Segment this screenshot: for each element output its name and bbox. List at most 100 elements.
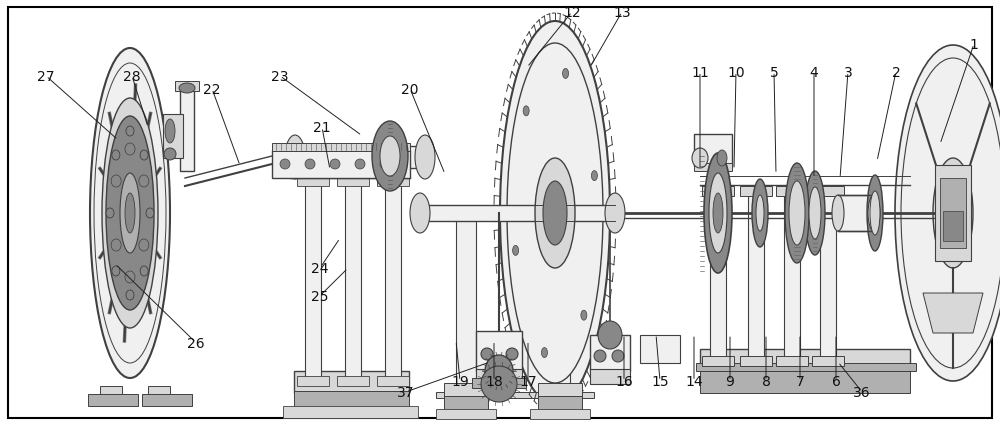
Ellipse shape (563, 69, 569, 79)
Ellipse shape (612, 350, 624, 362)
Text: 28: 28 (123, 70, 141, 83)
Ellipse shape (481, 348, 493, 360)
Ellipse shape (415, 136, 435, 180)
Ellipse shape (895, 46, 1000, 381)
Text: 24: 24 (311, 262, 329, 275)
Ellipse shape (285, 136, 305, 180)
Ellipse shape (179, 84, 195, 94)
Bar (943, 211, 963, 242)
Ellipse shape (139, 239, 149, 251)
Text: 22: 22 (203, 83, 221, 96)
Bar (935, 166, 971, 262)
Bar (694, 164, 732, 172)
Bar (297, 376, 329, 386)
Ellipse shape (709, 173, 727, 253)
Ellipse shape (112, 151, 120, 161)
Bar (385, 184, 401, 383)
Bar (776, 187, 808, 196)
Ellipse shape (933, 158, 973, 268)
Ellipse shape (605, 193, 625, 233)
Ellipse shape (541, 348, 547, 358)
Bar (337, 376, 369, 386)
Bar (272, 144, 410, 152)
Ellipse shape (594, 350, 606, 362)
Bar (295, 147, 425, 169)
Text: 17: 17 (519, 374, 537, 388)
Bar (420, 205, 615, 222)
Bar (694, 135, 732, 167)
Text: 4: 4 (810, 66, 818, 79)
Bar (436, 409, 496, 419)
Ellipse shape (140, 151, 148, 161)
Bar (283, 406, 418, 418)
Ellipse shape (125, 144, 135, 155)
Ellipse shape (713, 193, 723, 233)
Bar (456, 213, 476, 393)
Ellipse shape (140, 266, 148, 276)
Ellipse shape (410, 193, 430, 233)
Bar (294, 371, 409, 393)
Text: 36: 36 (853, 385, 871, 399)
Ellipse shape (111, 176, 121, 187)
Ellipse shape (789, 181, 805, 245)
Text: 6: 6 (832, 374, 840, 388)
Ellipse shape (106, 117, 154, 310)
Bar (272, 151, 410, 178)
Ellipse shape (102, 99, 158, 328)
Bar (436, 392, 594, 398)
Ellipse shape (506, 348, 518, 360)
Ellipse shape (868, 196, 880, 231)
Ellipse shape (598, 321, 622, 349)
Bar (748, 193, 764, 363)
Ellipse shape (752, 180, 768, 248)
Ellipse shape (809, 187, 821, 239)
Ellipse shape (106, 208, 114, 219)
Ellipse shape (112, 266, 120, 276)
Text: 12: 12 (563, 6, 581, 20)
Bar (590, 369, 630, 384)
Bar (337, 177, 369, 187)
Ellipse shape (126, 290, 134, 300)
Bar (476, 369, 522, 384)
Bar (940, 178, 966, 248)
Polygon shape (923, 294, 983, 333)
Ellipse shape (717, 151, 727, 167)
Text: 20: 20 (401, 83, 419, 96)
Text: 13: 13 (613, 6, 631, 20)
Bar (812, 187, 844, 196)
Text: 2: 2 (892, 66, 900, 79)
Ellipse shape (139, 176, 149, 187)
Bar (696, 363, 916, 371)
Ellipse shape (485, 355, 513, 387)
Ellipse shape (380, 160, 390, 170)
Bar (776, 356, 808, 366)
Ellipse shape (785, 164, 809, 263)
Bar (163, 115, 183, 158)
Ellipse shape (523, 106, 529, 117)
Ellipse shape (355, 160, 365, 170)
Bar (700, 349, 910, 371)
Ellipse shape (380, 137, 400, 177)
Ellipse shape (146, 208, 154, 219)
Text: 11: 11 (691, 66, 709, 79)
Text: 16: 16 (615, 374, 633, 388)
Ellipse shape (372, 122, 408, 192)
Bar (710, 193, 726, 363)
Bar (538, 396, 582, 416)
Text: 1: 1 (970, 38, 978, 52)
Ellipse shape (481, 366, 517, 402)
Ellipse shape (581, 311, 587, 320)
Ellipse shape (164, 149, 176, 161)
Bar (100, 386, 122, 396)
Text: 15: 15 (651, 374, 669, 388)
Bar (180, 87, 194, 172)
Text: 10: 10 (727, 66, 745, 79)
Ellipse shape (125, 193, 135, 233)
Bar (838, 196, 874, 231)
Bar (444, 396, 488, 416)
Bar (294, 391, 409, 414)
Ellipse shape (870, 192, 880, 236)
Bar (472, 378, 526, 388)
Ellipse shape (165, 120, 175, 144)
Bar (538, 383, 582, 398)
